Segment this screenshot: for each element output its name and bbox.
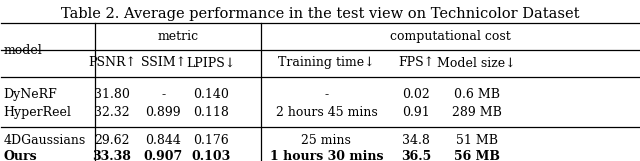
- Text: 33.38: 33.38: [93, 150, 131, 161]
- Text: metric: metric: [157, 30, 198, 43]
- Text: 56 MB: 56 MB: [454, 150, 500, 161]
- Text: 289 MB: 289 MB: [452, 106, 502, 119]
- Text: 36.5: 36.5: [401, 150, 431, 161]
- Text: 0.899: 0.899: [145, 106, 181, 119]
- Text: Model size↓: Model size↓: [438, 56, 516, 69]
- Text: -: -: [324, 88, 328, 101]
- Text: Table 2. Average performance in the test view on Technicolor Dataset: Table 2. Average performance in the test…: [61, 7, 579, 21]
- Text: 25 mins: 25 mins: [301, 134, 351, 147]
- Text: 0.91: 0.91: [402, 106, 430, 119]
- Text: SSIM↑: SSIM↑: [141, 56, 186, 69]
- Text: 51 MB: 51 MB: [456, 134, 498, 147]
- Text: Training time↓: Training time↓: [278, 56, 374, 69]
- Text: 0.02: 0.02: [402, 88, 430, 101]
- Text: HyperReel: HyperReel: [3, 106, 71, 119]
- Text: DyNeRF: DyNeRF: [3, 88, 57, 101]
- Text: 0.907: 0.907: [143, 150, 183, 161]
- Text: 34.8: 34.8: [402, 134, 430, 147]
- Text: -: -: [161, 88, 165, 101]
- Text: 0.176: 0.176: [193, 134, 229, 147]
- Text: 0.140: 0.140: [193, 88, 229, 101]
- Text: model: model: [3, 44, 42, 57]
- Text: computational cost: computational cost: [390, 30, 510, 43]
- Text: 4DGaussians: 4DGaussians: [3, 134, 86, 147]
- Text: LPIPS↓: LPIPS↓: [187, 56, 236, 69]
- Text: 32.32: 32.32: [94, 106, 130, 119]
- Text: 2 hours 45 mins: 2 hours 45 mins: [276, 106, 377, 119]
- Text: 1 hours 30 mins: 1 hours 30 mins: [269, 150, 383, 161]
- Text: 29.62: 29.62: [94, 134, 130, 147]
- Text: FPS↑: FPS↑: [398, 56, 434, 69]
- Text: 0.844: 0.844: [145, 134, 181, 147]
- Text: 31.80: 31.80: [94, 88, 130, 101]
- Text: 0.118: 0.118: [193, 106, 229, 119]
- Text: Ours: Ours: [3, 150, 37, 161]
- Text: 0.6 MB: 0.6 MB: [454, 88, 500, 101]
- Text: PSNR↑: PSNR↑: [88, 56, 136, 69]
- Text: 0.103: 0.103: [191, 150, 231, 161]
